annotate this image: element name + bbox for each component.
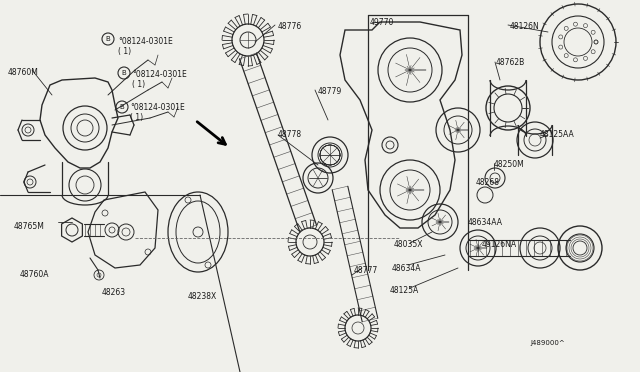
Text: 48776: 48776 [278, 22, 302, 31]
Text: 48125A: 48125A [390, 286, 419, 295]
Text: 48263: 48263 [102, 288, 126, 297]
Text: 48762B: 48762B [496, 58, 525, 67]
Text: 48634A: 48634A [392, 264, 422, 273]
Text: B: B [106, 36, 110, 42]
Text: 48779: 48779 [318, 87, 342, 96]
Text: 48778: 48778 [278, 130, 302, 139]
Text: 48268: 48268 [476, 178, 500, 187]
Text: 48777: 48777 [354, 266, 378, 275]
Text: 48126N: 48126N [510, 22, 540, 31]
Text: B: B [120, 104, 124, 110]
Text: 48765M: 48765M [14, 222, 45, 231]
Text: J489000^: J489000^ [530, 340, 564, 346]
Text: 48125AA: 48125AA [540, 130, 575, 139]
Text: 49126NA: 49126NA [482, 240, 517, 249]
Text: 48035X: 48035X [394, 240, 424, 249]
Text: 49770: 49770 [370, 18, 394, 27]
Text: 48238X: 48238X [188, 292, 217, 301]
Text: 48760A: 48760A [20, 270, 49, 279]
Text: 48760M: 48760M [8, 68, 39, 77]
Text: °08124-0301E
( 1): °08124-0301E ( 1) [132, 70, 187, 89]
Text: °08124-0301E
( 1): °08124-0301E ( 1) [130, 103, 185, 122]
Text: B: B [122, 70, 126, 76]
Text: 48250M: 48250M [494, 160, 525, 169]
Text: °08124-0301E
( 1): °08124-0301E ( 1) [118, 37, 173, 57]
Text: 48634AA: 48634AA [468, 218, 503, 227]
